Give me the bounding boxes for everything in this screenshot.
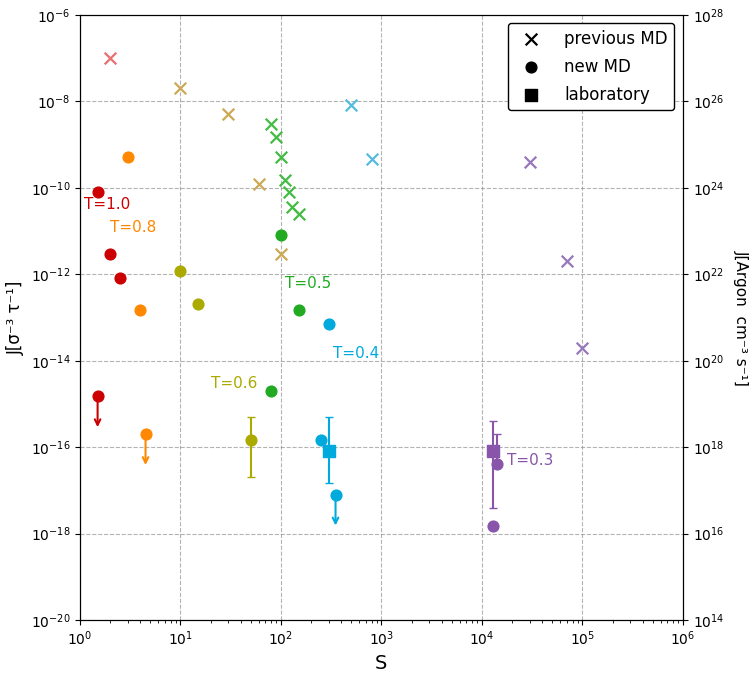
Y-axis label: J[σ⁻³ τ⁻¹]: J[σ⁻³ τ⁻¹] [7, 280, 25, 355]
Point [524, 156, 536, 167]
Text: T=0.8: T=0.8 [110, 220, 156, 235]
Text: T=0.6: T=0.6 [211, 376, 257, 391]
Point [265, 386, 277, 396]
Point [222, 109, 234, 120]
Legend: previous MD, new MD, laboratory: previous MD, new MD, laboratory [507, 23, 674, 110]
Point [175, 83, 187, 94]
Point [91, 391, 104, 402]
Point [491, 459, 503, 470]
laboratory [323, 446, 335, 457]
Text: T=0.4: T=0.4 [333, 345, 380, 360]
Point [283, 186, 295, 197]
Point [287, 202, 299, 213]
Point [245, 434, 257, 445]
Point [192, 299, 204, 310]
Point [293, 305, 305, 316]
Point [253, 179, 265, 190]
Point [270, 131, 282, 142]
Point [275, 152, 287, 163]
Point [323, 319, 335, 330]
Text: T=0.5: T=0.5 [285, 276, 331, 291]
Point [487, 446, 499, 457]
Point [323, 446, 335, 457]
Point [314, 434, 327, 445]
Point [330, 489, 342, 500]
Point [275, 230, 287, 241]
Point [345, 100, 357, 111]
Point [366, 154, 378, 165]
Point [279, 175, 291, 186]
Point [265, 118, 277, 129]
previous MD [104, 52, 116, 63]
Point [122, 152, 134, 163]
new MD [91, 186, 104, 197]
Point [561, 256, 573, 267]
Y-axis label: J[Argon  cm⁻³ s⁻¹]: J[Argon cm⁻³ s⁻¹] [734, 250, 749, 386]
Point [104, 248, 116, 259]
Point [175, 265, 187, 276]
Point [487, 521, 499, 532]
Point [135, 305, 147, 316]
Text: T=1.0: T=1.0 [84, 197, 130, 212]
Point [293, 208, 305, 219]
Text: T=0.3: T=0.3 [507, 453, 554, 468]
X-axis label: S: S [375, 654, 388, 673]
Point [576, 342, 588, 353]
Point [275, 248, 287, 259]
Point [140, 428, 152, 439]
Point [114, 273, 126, 284]
